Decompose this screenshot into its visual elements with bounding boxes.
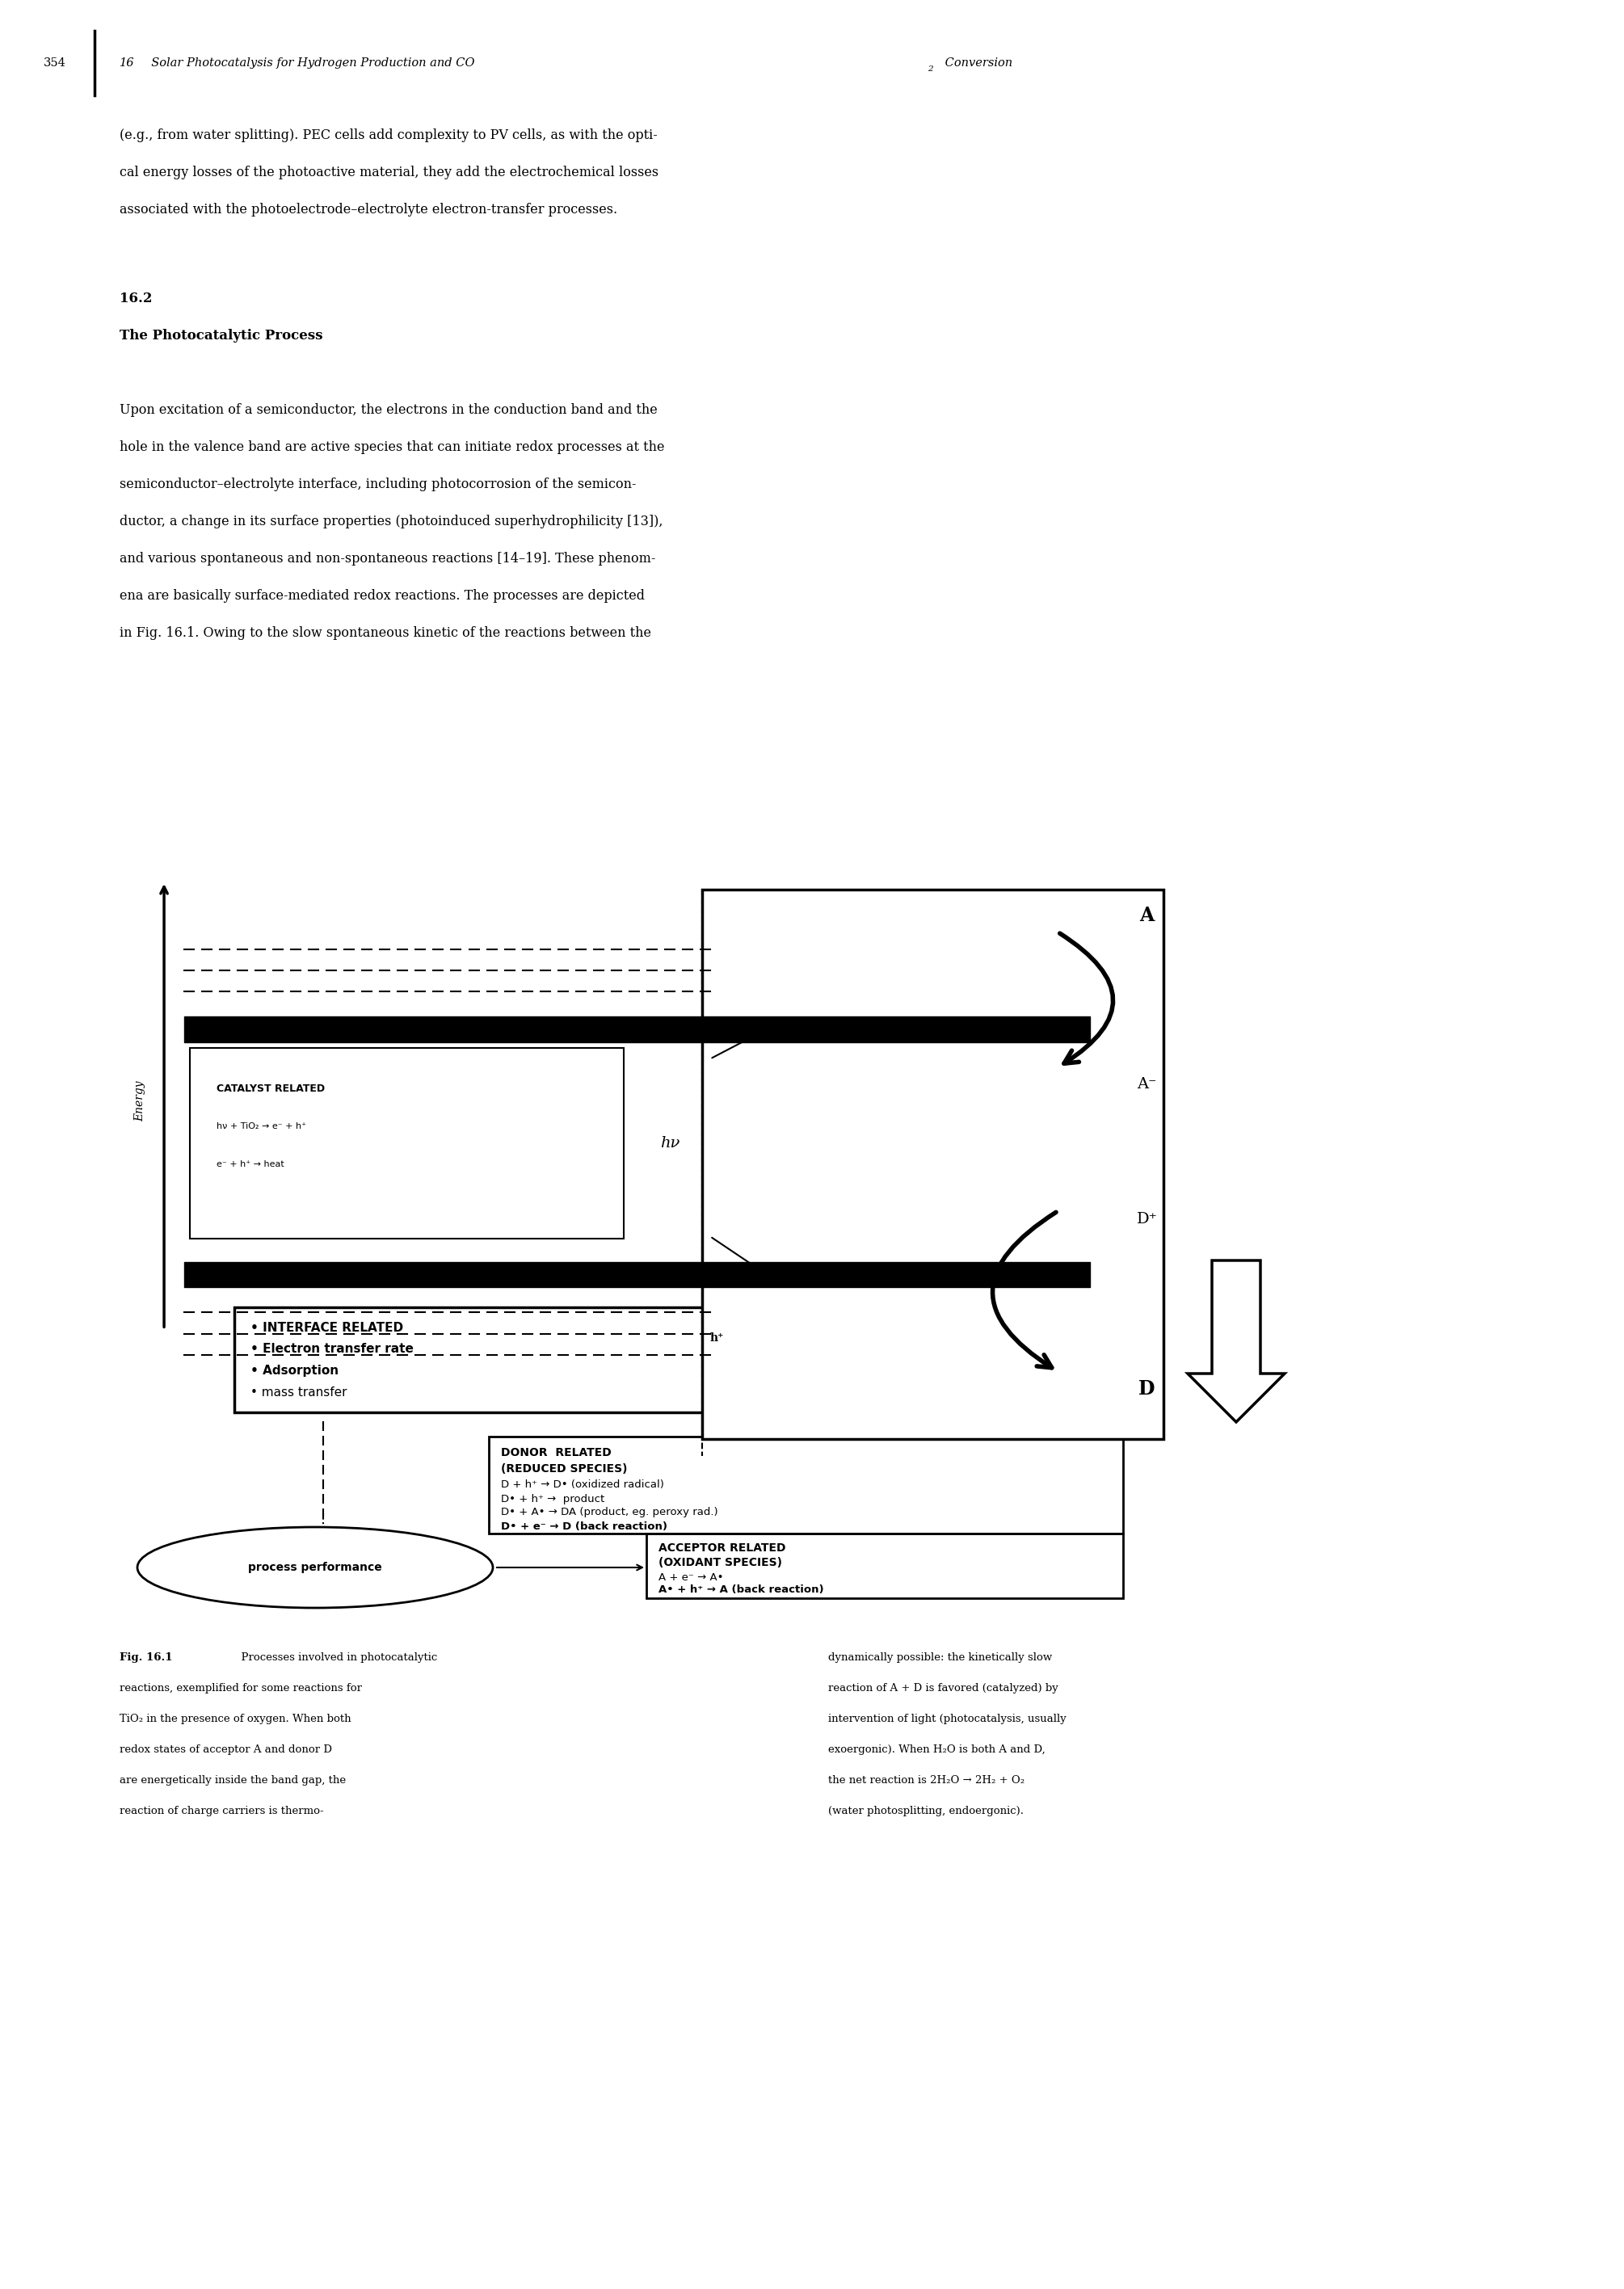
Text: and various spontaneous and non-spontaneous reactions [14–19]. These phenom-: and various spontaneous and non-spontane… [120,552,656,565]
Text: TiO₂ in the presence of oxygen. When both: TiO₂ in the presence of oxygen. When bot… [120,1714,351,1724]
Text: hν: hν [659,1135,679,1151]
FancyArrowPatch shape [992,1213,1056,1369]
Text: cal energy losses of the photoactive material, they add the electrochemical loss: cal energy losses of the photoactive mat… [120,167,659,181]
Text: D• + h⁺ →  product: D• + h⁺ → product [500,1492,604,1504]
Text: A: A [1140,906,1155,925]
Text: hole in the valence band are active species that can initiate redox processes at: hole in the valence band are active spec… [120,439,664,453]
Ellipse shape [138,1527,492,1607]
Text: A⁻: A⁻ [1137,1078,1156,1092]
Text: are energetically inside the band gap, the: are energetically inside the band gap, t… [120,1776,346,1785]
Text: 16: 16 [120,57,135,69]
FancyBboxPatch shape [190,1048,624,1238]
Text: Fig. 16.1: Fig. 16.1 [120,1653,172,1662]
Text: redox states of acceptor A and donor D: redox states of acceptor A and donor D [120,1744,331,1756]
FancyArrowPatch shape [1060,934,1112,1064]
Text: D• + A• → DA (product, eg. peroxy rad.): D• + A• → DA (product, eg. peroxy rad.) [500,1506,718,1518]
Text: CATALYST RELATED: CATALYST RELATED [216,1083,325,1094]
Text: e⁻ + h⁺ → heat: e⁻ + h⁺ → heat [216,1161,284,1170]
FancyBboxPatch shape [702,890,1163,1440]
Text: • INTERFACE RELATED: • INTERFACE RELATED [250,1321,403,1334]
Text: A + e⁻ → A•: A + e⁻ → A• [658,1573,724,1582]
Text: • mass transfer: • mass transfer [250,1387,348,1399]
Text: Upon excitation of a semiconductor, the electrons in the conduction band and the: Upon excitation of a semiconductor, the … [120,403,658,417]
Text: The Photocatalytic Process: The Photocatalytic Process [120,327,323,341]
Text: exoergonic). When H₂O is both A and D,: exoergonic). When H₂O is both A and D, [828,1744,1046,1756]
Text: (REDUCED SPECIES): (REDUCED SPECIES) [500,1463,627,1474]
Text: DONOR  RELATED: DONOR RELATED [500,1447,611,1458]
Text: Conversion: Conversion [942,57,1012,69]
Polygon shape [1187,1261,1285,1421]
Text: D + h⁺ → D• (oxidized radical): D + h⁺ → D• (oxidized radical) [500,1479,664,1490]
Text: A• + h⁺ → A (back reaction): A• + h⁺ → A (back reaction) [658,1584,823,1595]
Text: dynamically possible: the kinetically slow: dynamically possible: the kinetically sl… [828,1653,1052,1662]
Text: ena are basically surface-mediated redox reactions. The processes are depicted: ena are basically surface-mediated redox… [120,588,645,602]
Text: 2: 2 [927,66,932,73]
Text: semiconductor–electrolyte interface, including photocorrosion of the semicon-: semiconductor–electrolyte interface, inc… [120,476,637,490]
Text: reaction of A + D is favored (catalyzed) by: reaction of A + D is favored (catalyzed)… [828,1682,1059,1694]
Text: associated with the photoelectrode–electrolyte electron-transfer processes.: associated with the photoelectrode–elect… [120,204,617,217]
Text: reaction of charge carriers is thermo-: reaction of charge carriers is thermo- [120,1806,323,1817]
Text: D• + e⁻ → D (back reaction): D• + e⁻ → D (back reaction) [500,1520,667,1531]
Text: (e.g., from water splitting). PEC cells add complexity to PV cells, as with the : (e.g., from water splitting). PEC cells … [120,128,658,142]
Text: Solar Photocatalysis for Hydrogen Production and CO: Solar Photocatalysis for Hydrogen Produc… [145,57,474,69]
Text: (OXIDANT SPECIES): (OXIDANT SPECIES) [658,1557,783,1568]
Text: ductor, a change in its surface properties (photoinduced superhydrophilicity [13: ductor, a change in its surface properti… [120,515,663,529]
Text: process performance: process performance [248,1561,382,1573]
Text: Energy: Energy [135,1080,146,1122]
Text: reactions, exemplified for some reactions for: reactions, exemplified for some reaction… [120,1682,362,1694]
Text: 16.2: 16.2 [120,293,153,307]
Text: D: D [1138,1378,1155,1399]
Text: (water photosplitting, endoergonic).: (water photosplitting, endoergonic). [828,1806,1023,1817]
Text: the net reaction is 2H₂O → 2H₂ + O₂: the net reaction is 2H₂O → 2H₂ + O₂ [828,1776,1025,1785]
Text: h⁺: h⁺ [710,1332,724,1344]
Text: Processes involved in photocatalytic: Processes involved in photocatalytic [234,1653,437,1662]
Text: e⁻: e⁻ [710,1019,723,1030]
Text: ACCEPTOR RELATED: ACCEPTOR RELATED [658,1543,786,1554]
Text: D⁺: D⁺ [1137,1213,1158,1227]
Text: • Adsorption: • Adsorption [250,1364,339,1378]
Text: • Electron transfer rate: • Electron transfer rate [250,1344,414,1355]
Text: intervention of light (photocatalysis, usually: intervention of light (photocatalysis, u… [828,1714,1067,1724]
Text: 354: 354 [44,57,67,69]
Text: hν + TiO₂ → e⁻ + h⁺: hν + TiO₂ → e⁻ + h⁺ [216,1122,307,1131]
Text: in Fig. 16.1. Owing to the slow spontaneous kinetic of the reactions between the: in Fig. 16.1. Owing to the slow spontane… [120,625,651,639]
